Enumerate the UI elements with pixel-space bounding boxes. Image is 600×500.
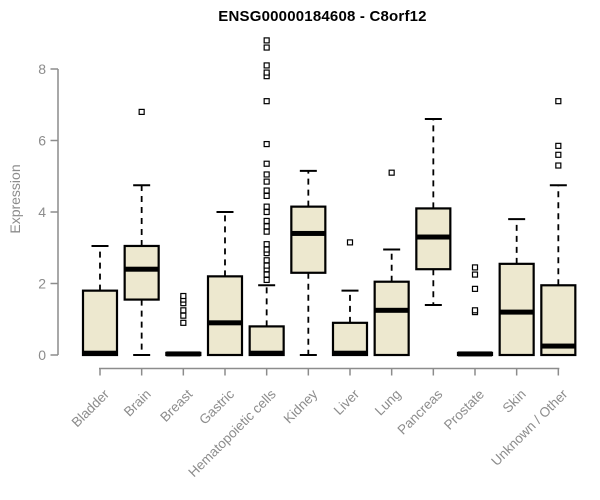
y-tick-label: 4 [38,204,46,220]
outlier-point [471,264,479,271]
box-gastric [206,211,244,357]
outlier-point [263,187,270,194]
outlier-point [263,69,270,76]
outlier-point [263,44,270,51]
outlier-point [471,285,479,292]
median-line [124,266,159,272]
iqr-box [290,205,327,274]
x-tick-label-bladder: Bladder [69,386,113,430]
box-breast [165,292,202,357]
outlier-point [263,140,270,148]
median-line [374,307,409,313]
y-tick-label: 2 [38,276,46,292]
iqr-box [373,280,410,357]
outlier-point [263,262,270,269]
outlier-point [180,319,187,326]
median-line [291,230,326,236]
outlier-point [138,108,145,116]
median-line [83,350,117,356]
outlier-point [263,98,270,105]
outlier-point [263,276,270,284]
x-tick-label-kidney: Kidney [281,386,321,426]
median-line [166,351,201,357]
outlier-point [180,292,187,300]
outlier-point [555,162,562,169]
outlier-point [263,223,270,230]
chart-title: ENSG00000184608 - C8orf12 [218,8,427,25]
outlier-point [555,98,562,105]
median-line [541,343,576,349]
iqr-box [81,289,119,357]
x-tick-label-gastric: Gastric [196,386,237,427]
box-skin [498,218,535,357]
x-tick-label-liver: Liver [331,386,363,418]
y-tick-label: 8 [38,61,46,77]
y-tick-label: 0 [38,347,46,363]
outlier-point [471,307,479,314]
outlier-point [263,208,270,216]
outlier-point [388,169,395,176]
median-line [499,309,534,315]
median-line [416,234,451,240]
y-axis-title: Expression [7,164,23,234]
iqr-box [248,325,285,357]
box-prostate [456,264,494,357]
outlier-point [263,246,270,253]
iqr-box [331,321,369,357]
outlier-point [263,160,270,167]
outlier-point [263,192,270,200]
median-line [332,350,367,356]
outlier-point [180,307,187,314]
iqr-box [540,284,577,357]
outlier-point [263,203,270,210]
y-tick-label: 6 [38,133,46,149]
outlier-point [263,241,270,248]
outlier-point [555,151,562,158]
box-lung [373,169,410,357]
outlier-point [180,312,187,319]
x-tick-label-unknown-other: Unknown / Other [488,386,571,469]
box-pancreas [415,118,452,306]
outlier-point [346,239,354,246]
median-line [207,320,242,326]
outlier-point [263,37,270,44]
outlier-point [471,271,479,278]
x-tick-label-skin: Skin [500,387,529,416]
box-bladder [81,244,119,357]
outlier-point [263,257,270,264]
x-tick-label-brain: Brain [121,387,154,420]
outlier-point [263,271,270,278]
iqr-box [123,244,160,301]
x-tick-label-lung: Lung [372,387,404,419]
iqr-box [498,262,535,357]
median-line [249,350,284,356]
box-hematopoietic-cells [248,37,285,357]
median-line [457,351,492,357]
box-brain [123,108,160,356]
x-tick-label-pancreas: Pancreas [395,386,446,437]
box-liver [331,239,369,357]
outlier-point [263,171,270,178]
box-unknown-other [540,98,577,357]
y-axis: 0 2 4 6 8 [38,61,59,363]
outlier-point [263,178,270,185]
outlier-point [263,228,270,235]
x-tick-label-prostate: Prostate [441,387,487,433]
outlier-point [263,217,270,225]
x-tick-label-breast: Breast [157,386,195,424]
outlier-point [555,142,562,149]
box-kidney [290,169,327,356]
iqr-box [206,275,244,357]
outlier-point [263,62,270,69]
